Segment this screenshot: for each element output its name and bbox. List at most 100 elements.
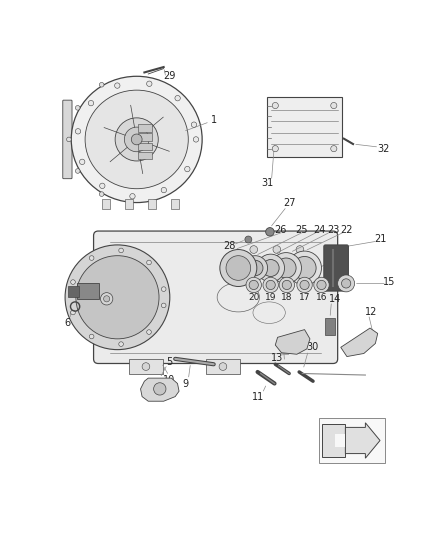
Circle shape (142, 363, 150, 370)
Text: 12: 12 (365, 307, 378, 317)
Text: 27: 27 (284, 198, 296, 208)
Circle shape (191, 122, 197, 127)
Text: 28: 28 (224, 241, 236, 252)
Circle shape (314, 277, 329, 293)
Text: 20: 20 (248, 293, 259, 302)
Bar (171, 199, 179, 209)
Circle shape (257, 254, 285, 282)
Bar (138, 133, 152, 141)
Circle shape (296, 246, 304, 253)
Circle shape (273, 246, 281, 253)
Bar (319, 418, 385, 463)
Circle shape (75, 168, 80, 173)
Text: 19: 19 (265, 293, 276, 302)
Text: 25: 25 (295, 224, 308, 235)
Circle shape (65, 245, 170, 350)
Bar (148, 199, 156, 209)
Circle shape (71, 287, 75, 290)
Text: 22: 22 (341, 224, 353, 235)
Circle shape (154, 383, 166, 395)
Text: 3: 3 (107, 273, 113, 283)
Circle shape (262, 260, 279, 277)
Bar (206, 359, 240, 374)
Bar (335, 433, 346, 447)
Text: 6: 6 (64, 318, 71, 328)
Circle shape (317, 280, 326, 289)
Circle shape (99, 83, 104, 87)
Circle shape (266, 280, 276, 289)
Circle shape (338, 275, 355, 292)
Text: 32: 32 (377, 144, 389, 154)
Bar (129, 359, 163, 374)
Circle shape (247, 260, 263, 276)
Circle shape (271, 253, 301, 284)
Circle shape (288, 251, 321, 285)
Circle shape (147, 81, 152, 86)
Text: 10: 10 (163, 375, 175, 385)
FancyBboxPatch shape (94, 231, 338, 364)
Circle shape (115, 83, 120, 88)
Text: 13: 13 (271, 353, 283, 363)
Text: 26: 26 (275, 224, 287, 235)
Circle shape (185, 166, 190, 172)
Circle shape (331, 146, 337, 152)
Bar (125, 199, 133, 209)
FancyBboxPatch shape (63, 100, 72, 179)
Circle shape (119, 342, 124, 346)
Text: 18: 18 (281, 293, 293, 302)
Circle shape (80, 159, 85, 165)
Circle shape (75, 106, 80, 110)
Circle shape (124, 127, 149, 152)
Circle shape (243, 256, 268, 280)
Circle shape (131, 134, 142, 145)
Circle shape (226, 256, 251, 280)
Text: 17: 17 (333, 251, 345, 260)
Circle shape (161, 287, 166, 292)
Circle shape (300, 280, 309, 289)
Circle shape (250, 246, 258, 253)
Bar (138, 152, 152, 159)
Circle shape (263, 277, 279, 293)
Circle shape (99, 192, 104, 197)
Bar (138, 124, 152, 132)
Text: 31: 31 (261, 179, 274, 188)
Circle shape (272, 146, 279, 152)
Circle shape (71, 310, 75, 315)
Text: 17: 17 (299, 293, 310, 302)
Circle shape (276, 258, 296, 278)
Text: 23: 23 (327, 224, 339, 235)
Circle shape (100, 293, 113, 305)
Circle shape (99, 183, 105, 189)
Text: 1: 1 (211, 115, 217, 125)
Circle shape (175, 95, 180, 101)
Circle shape (161, 303, 166, 308)
Text: 11: 11 (251, 392, 264, 401)
Text: 24: 24 (313, 224, 325, 235)
Text: 8: 8 (96, 281, 102, 292)
Text: 9: 9 (182, 378, 188, 389)
Circle shape (89, 334, 94, 339)
Circle shape (220, 249, 257, 287)
Bar (78, 284, 99, 299)
Text: 14: 14 (328, 294, 341, 304)
Circle shape (219, 363, 227, 370)
Circle shape (161, 188, 166, 193)
Bar (325, 318, 335, 335)
Circle shape (130, 193, 135, 199)
Bar (267, 97, 342, 157)
Circle shape (282, 280, 291, 289)
Circle shape (246, 277, 261, 293)
Bar (68, 286, 79, 296)
Text: 5: 5 (167, 357, 173, 367)
Circle shape (89, 256, 94, 260)
Bar (138, 142, 152, 150)
Polygon shape (141, 378, 179, 401)
Text: 30: 30 (280, 342, 292, 352)
Polygon shape (276, 329, 310, 354)
Circle shape (249, 280, 258, 289)
Circle shape (71, 292, 75, 295)
Text: 21: 21 (374, 234, 387, 244)
Circle shape (75, 128, 81, 134)
Circle shape (115, 118, 158, 161)
Circle shape (88, 100, 94, 106)
